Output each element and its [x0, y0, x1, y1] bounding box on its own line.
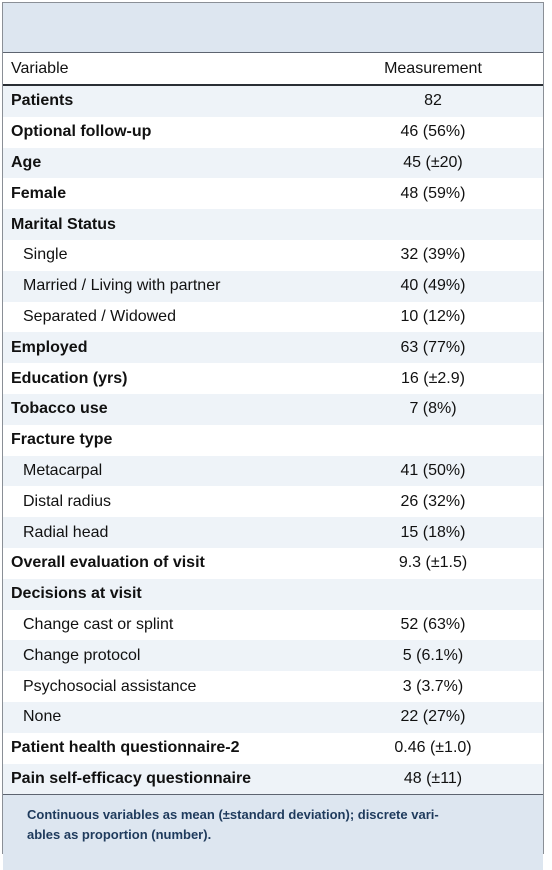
row-variable: Pain self-efficacy questionnaire — [11, 769, 252, 787]
row-measurement: 46 (56%) — [400, 123, 466, 141]
row-variable: Psychosocial assistance — [23, 677, 197, 695]
row-measurement: 10 (12%) — [400, 307, 466, 325]
row-variable: Metacarpal — [23, 461, 103, 479]
row-variable: Marital Status — [11, 215, 116, 233]
row-measurement: 15 (18%) — [400, 523, 466, 541]
row-measurement: 22 (27%) — [400, 708, 466, 726]
row-variable: Decisions at visit — [11, 585, 142, 603]
table-row: Decisions at visit — [3, 578, 543, 610]
row-measurement: 5 (6.1%) — [402, 646, 464, 664]
row-measurement: 63 (77%) — [400, 338, 466, 356]
row-variable: Patients — [11, 92, 74, 110]
row-variable: Radial head — [23, 523, 109, 541]
table-title-band — [3, 3, 543, 53]
table-row: Optional follow-up 46 (56%) — [3, 117, 543, 148]
row-measurement: 26 (32%) — [400, 492, 466, 510]
table-row: Single 32 (39%) — [3, 240, 543, 271]
table-row: Age 45 (±20) — [3, 147, 543, 179]
table-row: Change cast or splint 52 (63%) — [3, 610, 543, 641]
table-row: Psychosocial assistance 3 (3.7%) — [3, 671, 543, 702]
table-row: Overall evaluation of visit 9.3 (±1.5) — [3, 548, 543, 579]
table-row: Patients 82 — [3, 86, 543, 117]
row-measurement: 48 (±11) — [403, 769, 463, 787]
row-measurement: 40 (49%) — [400, 277, 466, 295]
row-variable: Overall evaluation of visit — [11, 554, 205, 572]
table-row: Education (yrs) 16 (±2.9) — [3, 363, 543, 394]
row-variable: Employed — [11, 338, 88, 356]
row-measurement: 3 (3.7%) — [402, 677, 464, 695]
footnote-line-1: Continuous variables as mean (±standard … — [27, 807, 439, 823]
footnote-line-2: ables as proportion (number). — [27, 827, 212, 843]
row-variable: Married / Living with partner — [23, 277, 221, 295]
table-row: None 22 (27%) — [3, 701, 543, 733]
row-variable: Separated / Widowed — [23, 307, 176, 325]
row-measurement: 52 (63%) — [400, 615, 466, 633]
row-measurement: 16 (±2.9) — [401, 369, 465, 387]
row-variable: Patient health questionnaire-2 — [11, 739, 240, 757]
row-measurement: 48 (59%) — [400, 184, 466, 202]
row-measurement: 9.3 (±1.5) — [398, 554, 468, 572]
table-row: Marital Status — [3, 209, 543, 240]
row-measurement: 82 — [424, 92, 442, 110]
table-row: Married / Living with partner 40 (49%) — [3, 270, 543, 302]
row-variable: Age — [11, 153, 42, 171]
table-row: Pain self-efficacy questionnaire 48 (±11) — [3, 763, 543, 795]
row-measurement: 45 (±20) — [403, 153, 463, 171]
table-row: Patient health questionnaire-2 0.46 (±1.0… — [3, 733, 543, 764]
row-variable: Fracture type — [11, 431, 113, 449]
row-variable: Distal radius — [23, 492, 112, 510]
table-body: Patients 82 Optional follow-up 46 (56%) Age 4… — [3, 86, 543, 796]
row-variable: None — [23, 708, 62, 726]
table-row: Radial head 15 (18%) — [3, 517, 543, 548]
row-variable: Optional follow-up — [11, 123, 152, 141]
table-row: Fracture type — [3, 425, 543, 456]
row-measurement: 7 (8%) — [409, 400, 457, 418]
row-variable: Single — [23, 246, 68, 264]
row-measurement: 41 (50%) — [400, 461, 466, 479]
row-variable: Female — [11, 184, 67, 202]
table-row: Female 48 (59%) — [3, 178, 543, 209]
row-variable: Change cast or splint — [23, 615, 174, 633]
table-row: Change protocol 5 (6.1%) — [3, 640, 543, 672]
row-variable: Tobacco use — [11, 400, 108, 418]
header-variable: Variable — [11, 59, 69, 77]
table-row: Metacarpal 41 (50%) — [3, 455, 543, 487]
table-row: Employed 63 (77%) — [3, 332, 543, 364]
row-measurement: 0.46 (±1.0) — [394, 739, 472, 757]
header-measurement: Measurement — [384, 59, 482, 77]
table-footnote: Continuous variables as mean (±standard … — [3, 795, 543, 870]
data-table: Variable Measurement Patients 82 Optional … — [2, 2, 544, 870]
row-variable: Change protocol — [23, 646, 141, 664]
table-row: Separated / Widowed 10 (12%) — [3, 302, 543, 333]
table-header-row: Variable Measurement — [3, 53, 543, 86]
table-row: Tobacco use 7 (8%) — [3, 393, 543, 425]
row-measurement: 32 (39%) — [400, 246, 466, 264]
row-variable: Education (yrs) — [11, 369, 128, 387]
table-row: Distal radius 26 (32%) — [3, 486, 543, 517]
